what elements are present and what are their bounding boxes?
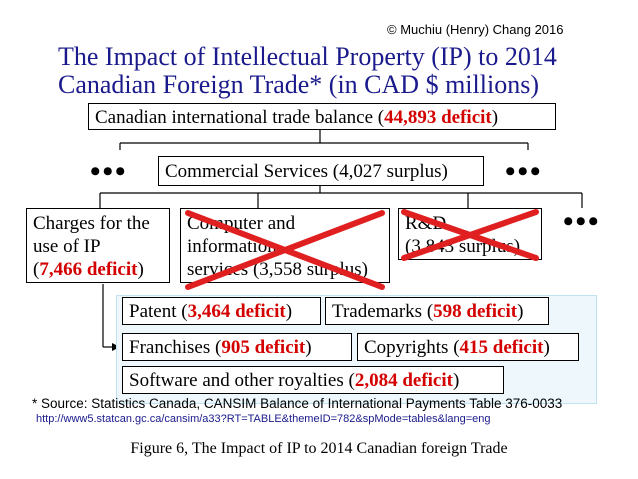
cross-rd-b [401,209,539,261]
charges-ip-open: ( [33,259,40,280]
charges-ip-value: 7,466 deficit [39,259,138,280]
charges-ip-box: Charges for the use of IP (7,466 deficit… [26,208,170,283]
patent-close: ) [285,301,293,322]
source-note: * Source: Statistics Canada, CANSIM Bala… [32,396,563,411]
source-url[interactable]: http://www5.statcan.gc.ca/cansim/a33?RT=… [36,413,491,425]
title-line-1: The Impact of Intellectual Property (IP)… [58,42,557,71]
software-label: Software and other royalties ( [129,370,355,391]
trademarks-value: 598 deficit [433,301,518,322]
software-value: 2,084 deficit [354,370,453,391]
trade-balance-box: Canadian international trade balance (44… [88,103,556,130]
copyrights-box: Copyrights (415 deficit) [357,333,579,361]
ellipsis-far-right: ••• [563,205,601,238]
franchises-box: Franchises (905 deficit) [122,333,352,361]
patent-value: 3,464 deficit [187,301,286,322]
copyrights-close: ) [543,337,550,358]
software-box: Software and other royalties (2,084 defi… [122,366,504,394]
software-close: ) [452,370,460,391]
patent-box: Patent (3,464 deficit) [122,297,321,325]
computer-line1: Computer and [187,213,296,234]
trademarks-box: Trademarks (598 deficit) [325,297,549,325]
copyrights-value: 415 deficit [459,337,544,358]
charges-ip-close: ) [137,259,144,280]
commercial-services-box: Commercial Services (4,027 surplus) [158,156,484,186]
ellipsis-left: ••• [90,155,128,188]
franchises-label: Franchises ( [129,337,222,358]
copyrights-label: Copyrights ( [364,337,460,358]
franchises-close: ) [305,337,312,358]
patent-label: Patent ( [129,301,188,322]
charges-ip-line1: Charges for the [33,213,150,234]
ellipsis-right: ••• [505,155,543,188]
trade-balance-close: ) [491,107,499,128]
title-line-2: Canadian Foreign Trade* (in CAD $ millio… [58,70,539,99]
charges-ip-line2: use of IP [33,236,101,257]
trade-balance-label: Canadian international trade balance ( [95,107,385,128]
franchises-value: 905 deficit [221,337,306,358]
cross-computer-b [185,210,385,290]
trade-balance-value: 44,893 deficit [384,107,492,128]
figure-caption: Figure 6, The Impact of IP to 2014 Canad… [130,440,508,457]
trademarks-close: ) [517,301,524,322]
copyright-notice: © Muchiu (Henry) Chang 2016 [387,22,564,37]
trademarks-label: Trademarks ( [332,301,434,322]
